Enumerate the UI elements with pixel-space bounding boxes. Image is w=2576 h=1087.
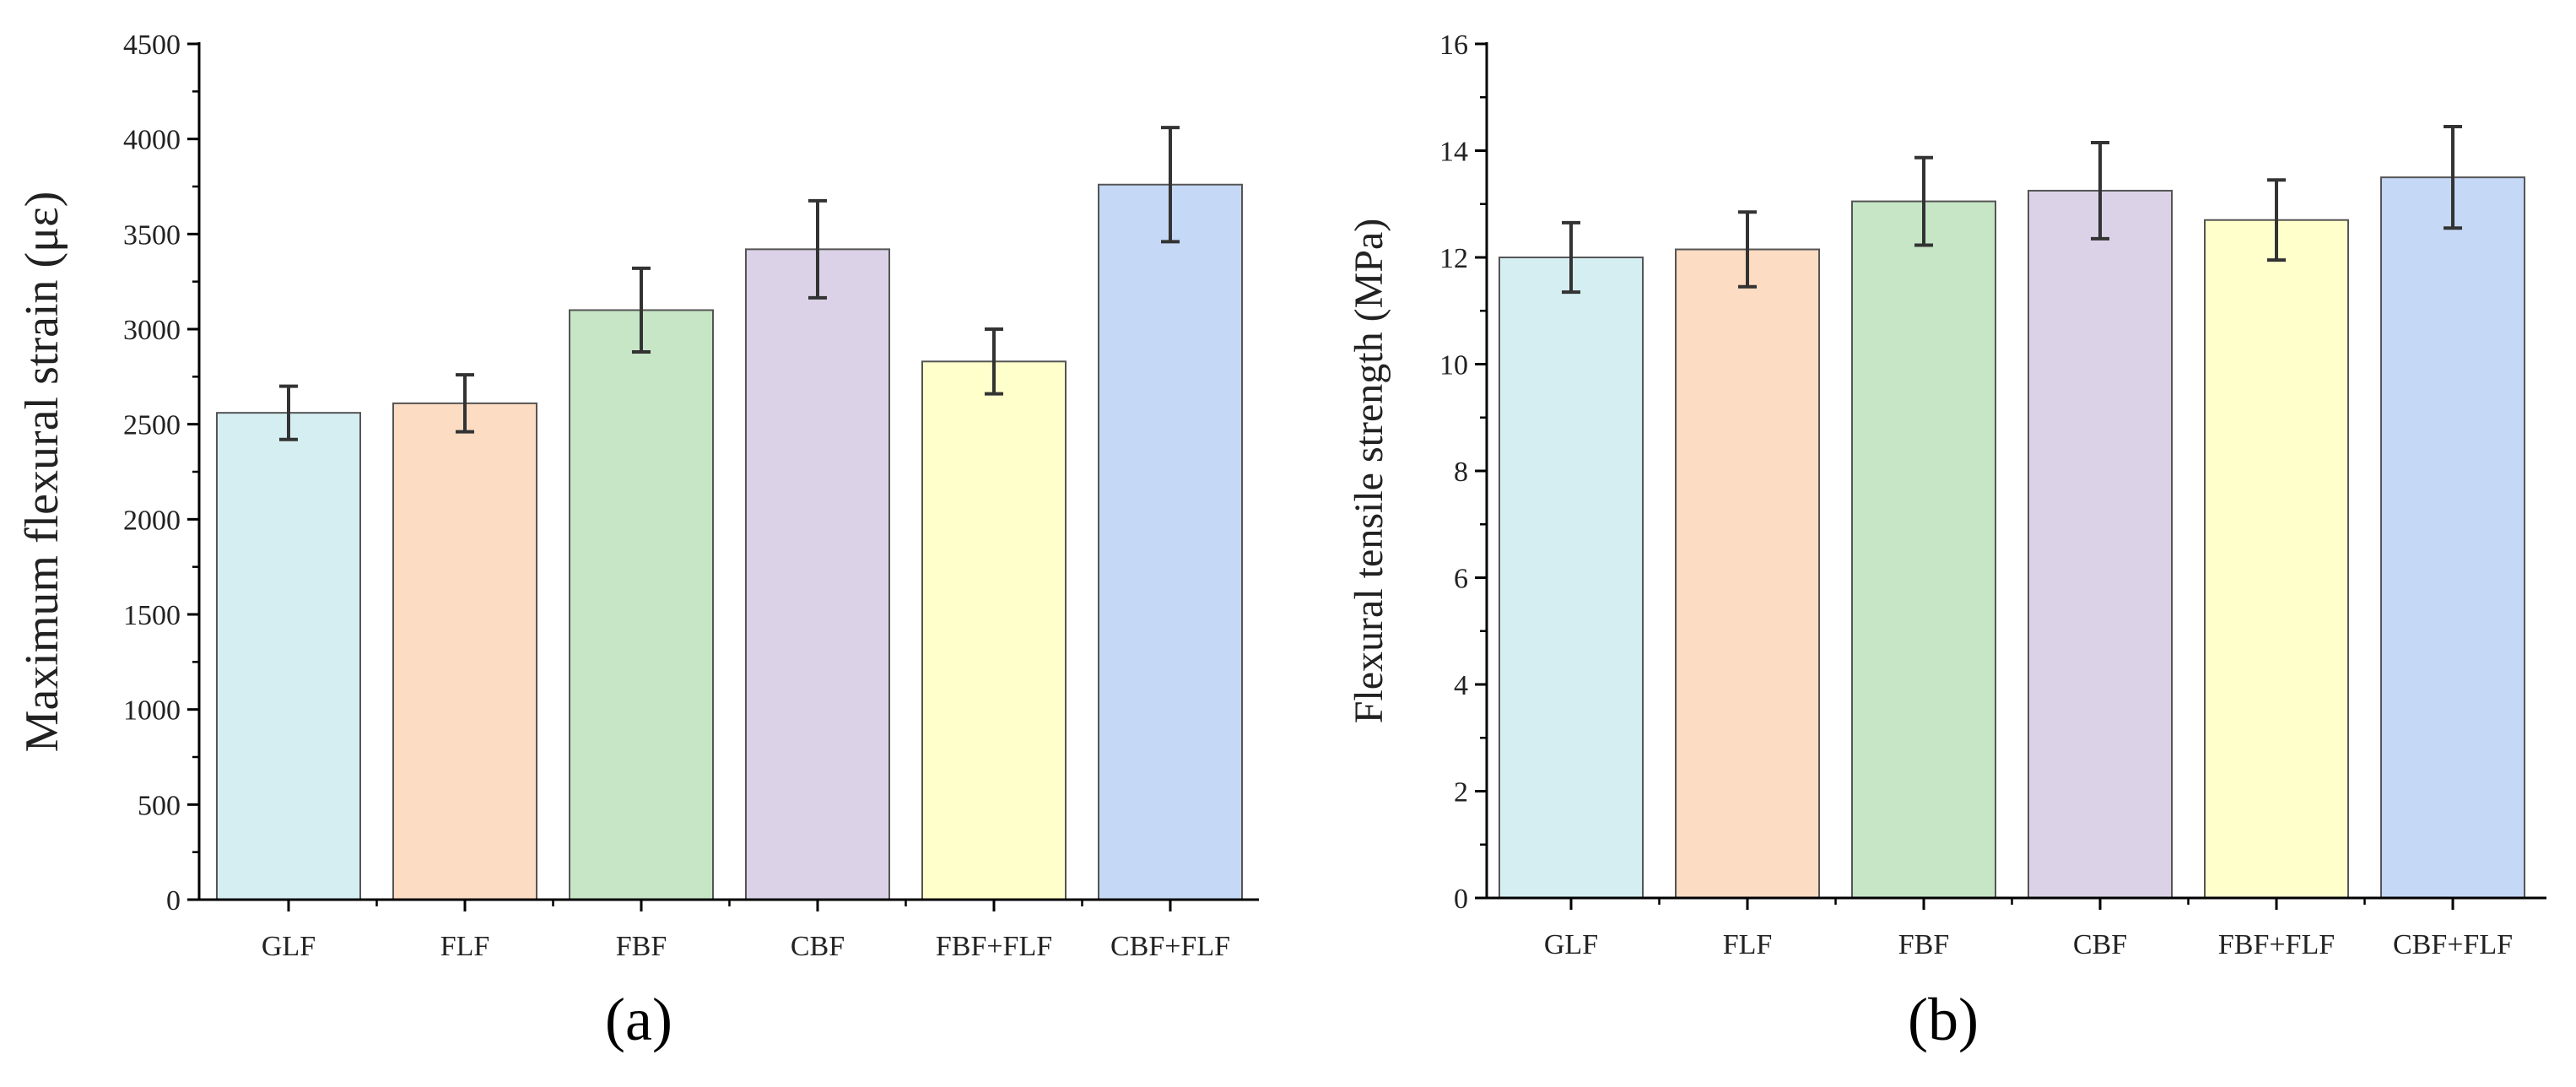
y-tick-label: 8 <box>1454 457 1468 488</box>
y-tick-label: 4500 <box>123 30 181 61</box>
x-tick-label: FBF+FLF <box>2218 929 2335 960</box>
bar-fbf-plus-flf <box>2204 219 2349 900</box>
y-tick-label: 4000 <box>123 125 181 156</box>
y-tick-label: 4 <box>1454 670 1468 701</box>
panel-label: (b) <box>1908 986 1979 1053</box>
chart-panel-a: 0 500 1000 1500 2000 2500 3000 3500 4000 4500 GLF F… <box>16 30 1259 1053</box>
bar-fbf-plus-flf <box>921 360 1067 901</box>
x-tick-label: FBF <box>1898 929 1950 960</box>
x-tick-label: FBF <box>616 931 667 962</box>
y-tick-label: 2 <box>1454 777 1468 808</box>
y-tick-label: 2500 <box>123 410 181 441</box>
bar-fbf <box>1851 200 1996 899</box>
y-tick-label: 16 <box>1439 30 1468 61</box>
chart-panel-b: 0 2 4 6 8 10 12 14 16 GLF FLF FBF CBF FBF+FLF CBF+FLF F… <box>1347 30 2546 1053</box>
y-tick-label: 3000 <box>123 315 181 346</box>
y-axis-title: Maximum flexural strain (με) <box>16 192 68 753</box>
y-tick-label: 2000 <box>123 505 181 536</box>
y-tick-label: 3500 <box>123 219 181 251</box>
x-tick-label: GLF <box>1544 929 1598 960</box>
x-tick-label: CBF <box>791 931 845 962</box>
bar-fbf <box>569 309 714 900</box>
y-tick-label: 500 <box>138 790 181 821</box>
y-tick-label: 1500 <box>123 600 181 631</box>
bar-flf <box>1675 248 1820 899</box>
panel-label: (a) <box>605 986 672 1053</box>
bar-cbf <box>745 248 890 900</box>
y-tick-label: 6 <box>1454 564 1468 595</box>
bar-glf <box>216 412 361 900</box>
x-tick-label: FLF <box>1723 929 1773 960</box>
x-tick-label: FBF+FLF <box>936 931 1052 962</box>
y-tick-label: 10 <box>1439 350 1468 381</box>
y-tick-label: 0 <box>166 885 181 917</box>
x-tick-label: FLF <box>440 931 490 962</box>
y-tick-label: 12 <box>1439 243 1468 274</box>
bar-cbf <box>2028 189 2173 899</box>
x-tick-label: GLF <box>262 931 316 962</box>
bar-cbf-plus-flf <box>1098 183 1243 901</box>
bar-glf <box>1499 257 1644 899</box>
x-tick-label: CBF+FLF <box>2393 929 2513 960</box>
y-tick-label: 1000 <box>123 695 181 727</box>
y-axis-title: Flexural tensile strength (MPa) <box>1347 219 1391 724</box>
bar-flf <box>392 402 537 900</box>
y-tick-label: 0 <box>1454 884 1468 915</box>
x-tick-label: CBF+FLF <box>1110 931 1230 962</box>
y-tick-label: 14 <box>1439 137 1468 168</box>
x-tick-label: CBF <box>2073 929 2127 960</box>
bar-cbf-plus-flf <box>2380 176 2525 899</box>
